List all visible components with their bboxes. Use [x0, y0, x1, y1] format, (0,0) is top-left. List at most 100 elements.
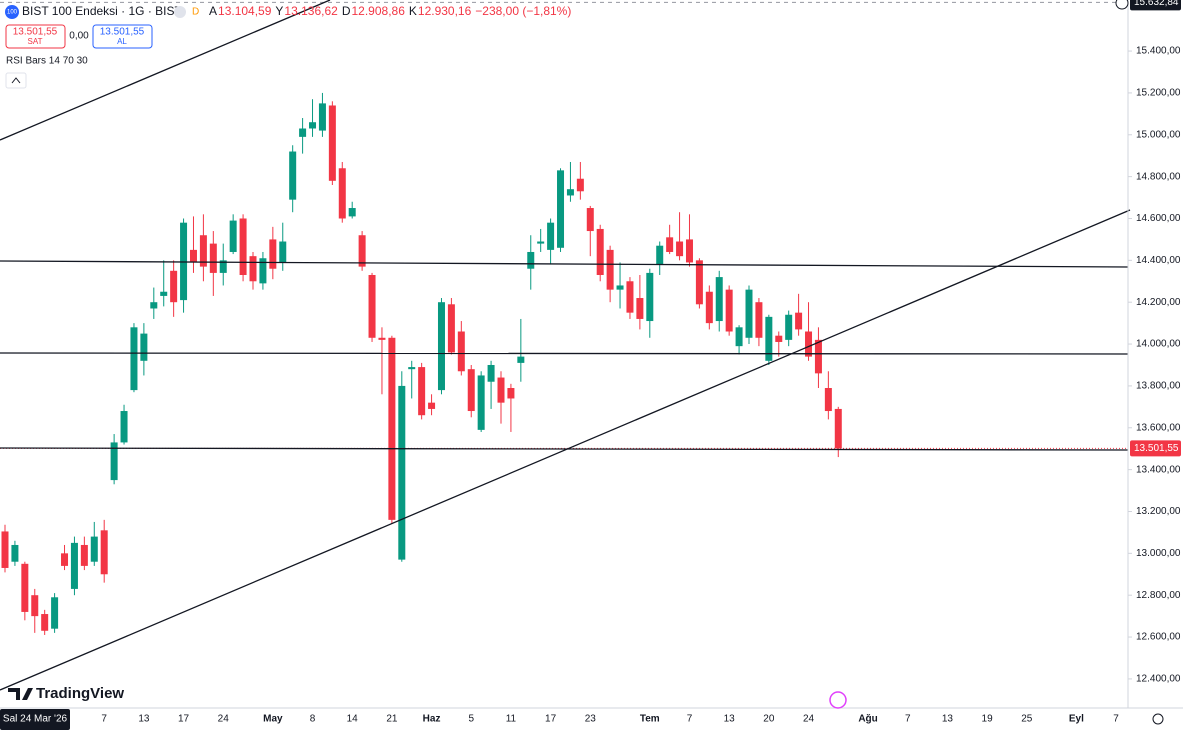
sell-label[interactable]: SAT	[28, 37, 43, 46]
y-tick-label: 15.200,00	[1136, 88, 1181, 99]
candle-body	[348, 208, 356, 217]
candle-body	[51, 597, 59, 629]
candle-body	[814, 339, 822, 374]
y-tick-label: 14.600,00	[1136, 213, 1181, 224]
horizontal-line	[0, 352, 1129, 355]
candle-body	[239, 218, 247, 275]
candle-body	[120, 411, 128, 443]
buy-price[interactable]: 13.501,55	[100, 27, 145, 38]
candle-body	[189, 249, 197, 263]
alert-icon[interactable]	[829, 691, 847, 709]
candle-body	[477, 375, 485, 430]
candle-body	[715, 277, 723, 322]
y-tick-label: 14.200,00	[1136, 297, 1181, 308]
candle-body	[110, 442, 118, 481]
x-tick-label: 21	[386, 714, 398, 725]
candle-body	[388, 337, 396, 520]
x-tick-label: Tem	[640, 714, 660, 725]
market-status[interactable]: D	[192, 7, 199, 18]
sell-price[interactable]: 13.501,55	[13, 27, 58, 38]
candle-body	[497, 377, 505, 403]
y-tick-label: 13.200,00	[1136, 506, 1181, 517]
candle-body	[735, 327, 743, 347]
candle-body	[467, 369, 475, 412]
y-tick-label: 13.400,00	[1136, 464, 1181, 475]
x-tick-label: 7	[905, 714, 911, 725]
candle-body	[338, 168, 346, 219]
x-tick-label: 5	[468, 714, 474, 725]
spread: 0,00	[69, 31, 89, 42]
x-tick-label: 7	[1113, 714, 1119, 725]
candle-body	[646, 272, 654, 322]
candle-body	[259, 258, 267, 284]
candle-body	[229, 220, 237, 252]
indicator-label[interactable]: RSI Bars 14 70 30	[6, 56, 88, 67]
candle-body	[368, 274, 376, 338]
y-tick-label: 14.400,00	[1136, 255, 1181, 266]
candle-body	[160, 291, 168, 296]
candle-body	[437, 302, 445, 391]
candle-body	[70, 542, 78, 589]
symbol-logo	[5, 5, 19, 19]
candle-body	[685, 239, 693, 263]
collapse-button[interactable]	[5, 72, 27, 89]
candle-body	[745, 289, 753, 338]
candle-body	[547, 222, 555, 250]
last-price-box	[1130, 440, 1181, 457]
candle-body	[666, 237, 674, 252]
sell-button[interactable]	[5, 24, 66, 49]
candle-body	[318, 103, 326, 131]
x-tick-label: 14	[347, 714, 359, 725]
symbol-title[interactable]: BIST 100 Endeksi · 1G · BIST	[22, 4, 183, 18]
candle-body	[170, 270, 178, 303]
candle-body	[755, 302, 763, 338]
candle-body	[824, 388, 832, 412]
crosshair-price-label: 15.632,84	[1134, 0, 1179, 8]
y-tick-label: 12.600,00	[1136, 632, 1181, 643]
candle-body	[507, 388, 515, 399]
buy-label[interactable]: AL	[117, 37, 127, 46]
x-tick-label: 17	[545, 714, 557, 725]
x-tick-label: Haz	[423, 714, 441, 725]
settings-icon[interactable]	[1152, 713, 1164, 725]
ohlc-value: 12.908,86	[351, 4, 405, 18]
y-tick-label: 12.800,00	[1136, 590, 1181, 601]
ohlc-key: Y	[275, 4, 283, 18]
buy-button[interactable]	[92, 24, 153, 49]
candle-body	[795, 312, 803, 330]
candle-body	[289, 151, 297, 200]
branding: TradingView	[36, 685, 124, 702]
x-tick-label: 17	[178, 714, 190, 725]
candle-body	[656, 245, 664, 265]
x-tick-label: 8	[310, 714, 316, 725]
x-tick-label: Eyl	[1069, 714, 1084, 725]
ohlc-value: 12.930,16	[418, 4, 472, 18]
x-tick-label: 20	[763, 714, 775, 725]
y-tick-label: 13.000,00	[1136, 548, 1181, 559]
candle-body	[328, 105, 336, 181]
trend-line	[0, 209, 1131, 691]
x-tick-label: 24	[218, 714, 230, 725]
y-tick-label: 13.600,00	[1136, 422, 1181, 433]
candle-body	[80, 544, 88, 566]
x-tick-label: 25	[1021, 714, 1033, 725]
x-tick-label: 13	[942, 714, 954, 725]
eye-icon[interactable]	[174, 6, 186, 18]
candle-body	[358, 235, 366, 267]
tv-logo	[8, 688, 33, 700]
candle-body	[199, 235, 207, 267]
candle-body	[517, 356, 525, 363]
candle-body	[21, 563, 29, 612]
y-tick-label: 14.800,00	[1136, 171, 1181, 182]
candle-body	[626, 281, 634, 313]
candle-body	[249, 256, 257, 282]
crosshair-date-box	[0, 709, 70, 730]
horizontal-line	[0, 260, 1129, 268]
candle-body	[90, 536, 98, 562]
add-button[interactable]	[1115, 0, 1129, 10]
trend-line	[0, 0, 331, 141]
crosshair-date-label: Sal 24 Mar '26	[3, 714, 68, 725]
